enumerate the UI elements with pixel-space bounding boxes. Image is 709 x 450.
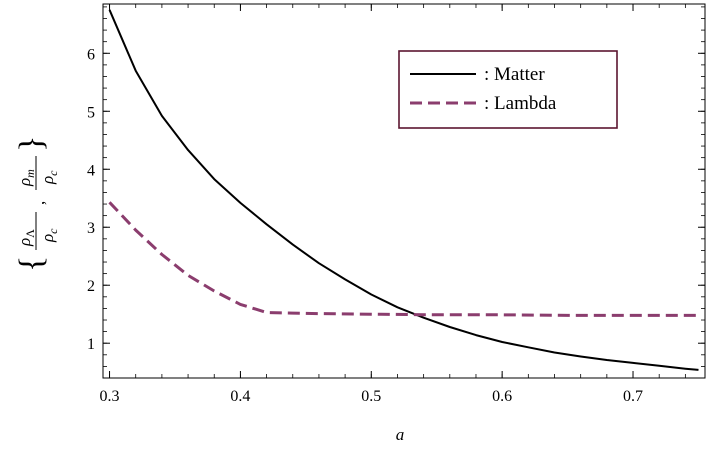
x-tick-label: 0.4 <box>230 388 250 405</box>
series-line-lambda <box>108 201 699 317</box>
y-tick-label: 6 <box>87 46 95 63</box>
y-label-rho-c-1: ρc <box>38 228 60 243</box>
legend: : Matter : Lambda <box>398 50 618 129</box>
y-tick-label: 3 <box>87 220 95 237</box>
x-tick-label: 0.5 <box>361 388 381 405</box>
y-label-rho-lambda: ρΛ <box>15 229 37 247</box>
x-axis-ticks: 0.3 0.4 0.5 0.6 0.7 <box>100 4 686 405</box>
y-label-close-brace: } <box>13 136 50 152</box>
x-axis-label: a <box>396 425 405 444</box>
y-axis-ticks: 1 2 3 4 5 6 <box>87 6 705 367</box>
series-line-matter <box>108 9 699 371</box>
y-tick-label: 5 <box>87 104 95 121</box>
x-tick-label: 0.3 <box>100 388 120 405</box>
y-tick-label: 1 <box>87 336 95 353</box>
plot-area-border <box>102 3 706 379</box>
legend-box <box>398 50 618 129</box>
y-label-rho-m: ρm <box>15 169 37 187</box>
x-tick-label: 0.6 <box>492 388 512 405</box>
legend-label-lambda: : Lambda <box>484 93 557 114</box>
legend-label-matter: : Matter <box>484 64 545 85</box>
y-tick-label: 4 <box>87 162 95 179</box>
y-label-rho-c-2: ρc <box>38 170 60 185</box>
x-tick-label: 0.7 <box>623 388 643 405</box>
plot-frame <box>102 3 706 379</box>
y-axis-label: { ρΛ ρc , ρm ρc } <box>13 136 60 272</box>
y-label-open-brace: { <box>13 256 50 272</box>
y-tick-label: 2 <box>87 278 95 295</box>
y-label-comma: , <box>29 201 48 205</box>
series-layer <box>108 9 699 371</box>
